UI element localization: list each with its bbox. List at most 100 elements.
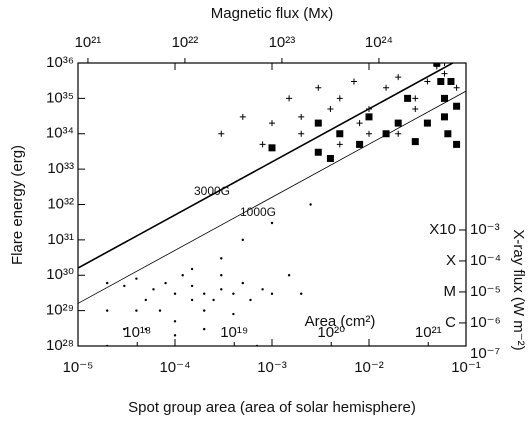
data-square — [326, 154, 334, 162]
reference-line — [78, 63, 455, 269]
data-plus — [356, 120, 363, 127]
y-tick-label: 10³⁵ — [46, 89, 74, 106]
data-dot — [232, 292, 235, 295]
data-plus — [383, 84, 390, 91]
data-plus — [412, 106, 419, 113]
flare-class-label: M — [444, 283, 457, 300]
x3-tick-label: 10²⁰ — [317, 324, 345, 341]
x2-tick-label: 10²⁴ — [365, 34, 393, 51]
x2-tick-label: 10²² — [172, 34, 199, 51]
data-plus — [259, 141, 266, 148]
data-dot — [202, 327, 206, 331]
data-square — [440, 113, 448, 121]
x-axis-title: Spot group area (area of solar hemispher… — [128, 399, 416, 416]
x3-tick-label: 10¹⁸ — [123, 324, 151, 341]
data-plus — [327, 106, 334, 113]
data-plus — [269, 120, 275, 127]
data-plus — [336, 95, 343, 102]
reference-line-label: 1000G — [240, 205, 276, 219]
data-square — [404, 94, 412, 102]
data-dot — [309, 203, 312, 206]
flare-class-label: X10 — [429, 221, 456, 238]
data-dot — [123, 327, 126, 331]
data-square — [423, 119, 431, 127]
data-dot — [135, 309, 138, 312]
data-plus — [298, 113, 305, 120]
data-dot — [190, 298, 194, 302]
data-square — [314, 148, 322, 156]
x-tick-label: 10⁻² — [354, 359, 384, 376]
data-dot — [173, 292, 177, 295]
x-tick-label: 10⁻⁵ — [63, 359, 94, 376]
data-dot — [158, 309, 162, 312]
data-dot — [190, 267, 194, 271]
x3-tick-label: 10¹⁹ — [220, 324, 248, 341]
y2-tick-label: 10⁻³ — [470, 221, 500, 238]
data-dot — [173, 334, 177, 337]
data-square — [453, 140, 461, 148]
x3-axis-title: Area (cm²) — [305, 313, 376, 330]
data-plus — [286, 95, 293, 102]
data-dot — [220, 288, 223, 291]
data-dot — [220, 257, 223, 260]
y-tick-label: 10³⁶ — [46, 54, 74, 71]
data-dot — [123, 284, 126, 288]
data-dot — [144, 298, 148, 302]
data-square — [447, 77, 455, 85]
data-plus — [395, 130, 402, 137]
data-plus — [441, 70, 448, 77]
flare-class-label: X — [446, 252, 456, 269]
x2-axis-title: Magnetic flux (Mx) — [211, 5, 334, 22]
y2-tick-label: 10⁻⁶ — [470, 314, 501, 331]
data-square — [268, 144, 276, 152]
x2-tick-label: 10²¹ — [75, 34, 102, 51]
x3-tick-label: 10²¹ — [415, 324, 442, 341]
data-dot — [241, 281, 245, 285]
data-square — [440, 94, 448, 102]
data-dot — [232, 312, 235, 316]
data-plus — [395, 74, 402, 81]
data-square — [365, 113, 373, 121]
data-square — [394, 119, 402, 127]
data-plus — [336, 141, 343, 148]
data-dot — [164, 281, 167, 285]
data-plus — [315, 84, 322, 91]
data-plus — [298, 130, 305, 137]
x2-tick-label: 10²³ — [269, 34, 296, 51]
y-tick-label: 10²⁸ — [46, 337, 74, 354]
data-dot — [181, 274, 184, 277]
data-square — [444, 130, 452, 138]
data-dot — [105, 281, 109, 285]
data-dot — [135, 277, 138, 280]
data-square — [382, 130, 390, 138]
data-dot — [190, 284, 194, 288]
data-plus — [366, 106, 372, 113]
data-square — [433, 63, 441, 67]
data-dot — [270, 221, 274, 225]
x-tick-label: 10⁻³ — [257, 359, 287, 376]
data-plus — [239, 113, 246, 120]
plot-area — [78, 63, 466, 346]
y-tick-label: 10³³ — [47, 160, 74, 177]
data-dot — [249, 298, 252, 302]
data-plus — [366, 130, 372, 137]
y-tick-label: 10³⁰ — [46, 266, 74, 283]
y2-axis-title: X-ray flux (W m⁻²) — [510, 229, 527, 350]
data-dot — [144, 327, 148, 331]
y2-tick-label: 10⁻⁷ — [470, 345, 500, 362]
flare-class-label: C — [445, 314, 456, 331]
data-square — [336, 130, 344, 138]
data-dot — [173, 320, 177, 323]
y-axis-title: Flare energy (erg) — [9, 145, 26, 265]
data-plus — [441, 63, 448, 66]
data-square — [453, 102, 461, 110]
data-plus — [453, 84, 460, 91]
data-plus — [218, 130, 225, 137]
x-tick-label: 10⁻⁴ — [159, 359, 190, 376]
y-tick-label: 10³⁴ — [46, 125, 74, 142]
data-dot — [287, 274, 291, 277]
data-dot — [220, 274, 223, 277]
x-tick-label: 10⁻¹ — [451, 359, 481, 376]
data-dot — [202, 309, 206, 312]
